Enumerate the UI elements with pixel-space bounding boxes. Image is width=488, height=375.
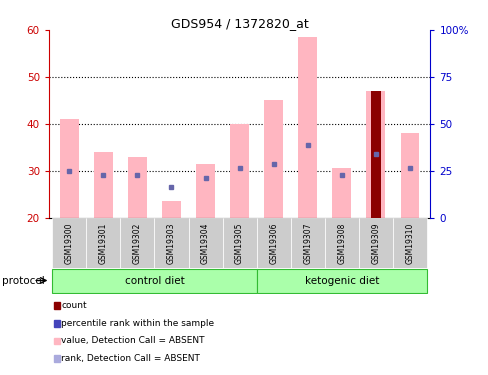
Text: ketogenic diet: ketogenic diet <box>304 276 378 286</box>
Text: protocol: protocol <box>2 276 45 285</box>
Text: GSM19305: GSM19305 <box>235 222 244 264</box>
Text: GSM19307: GSM19307 <box>303 222 311 264</box>
Bar <box>256 269 426 293</box>
Text: count: count <box>61 301 87 310</box>
Bar <box>392 217 426 268</box>
Bar <box>400 133 418 218</box>
Text: GSM19309: GSM19309 <box>370 222 380 264</box>
Bar <box>256 217 290 268</box>
Text: GSM19310: GSM19310 <box>405 222 413 264</box>
Text: GSM19304: GSM19304 <box>201 222 210 264</box>
Text: value, Detection Call = ABSENT: value, Detection Call = ABSENT <box>61 336 204 345</box>
Bar <box>162 201 181 217</box>
Text: GSM19303: GSM19303 <box>167 222 176 264</box>
Bar <box>324 217 358 268</box>
Text: GSM19301: GSM19301 <box>99 222 108 264</box>
Text: control diet: control diet <box>124 276 184 286</box>
Text: GSM19308: GSM19308 <box>337 222 346 264</box>
Text: rank, Detection Call = ABSENT: rank, Detection Call = ABSENT <box>61 354 200 363</box>
Text: percentile rank within the sample: percentile rank within the sample <box>61 319 214 328</box>
Bar <box>332 168 350 217</box>
Bar <box>264 100 283 218</box>
Bar <box>120 217 154 268</box>
Text: GSM19302: GSM19302 <box>133 222 142 264</box>
Bar <box>290 217 324 268</box>
Bar <box>94 152 113 217</box>
Bar <box>52 217 86 268</box>
Bar <box>370 91 380 218</box>
Text: GSM19306: GSM19306 <box>268 222 278 264</box>
Bar <box>128 157 146 218</box>
Bar <box>366 91 385 218</box>
Bar <box>188 217 222 268</box>
Bar <box>52 269 256 293</box>
Text: GSM19300: GSM19300 <box>65 222 74 264</box>
Bar <box>86 217 120 268</box>
Bar <box>154 217 188 268</box>
Bar <box>60 119 79 218</box>
Bar <box>230 124 248 218</box>
Bar <box>196 164 215 218</box>
Bar <box>222 217 256 268</box>
Text: GDS954 / 1372820_at: GDS954 / 1372820_at <box>170 17 308 30</box>
Bar <box>358 217 392 268</box>
Bar <box>298 37 316 218</box>
